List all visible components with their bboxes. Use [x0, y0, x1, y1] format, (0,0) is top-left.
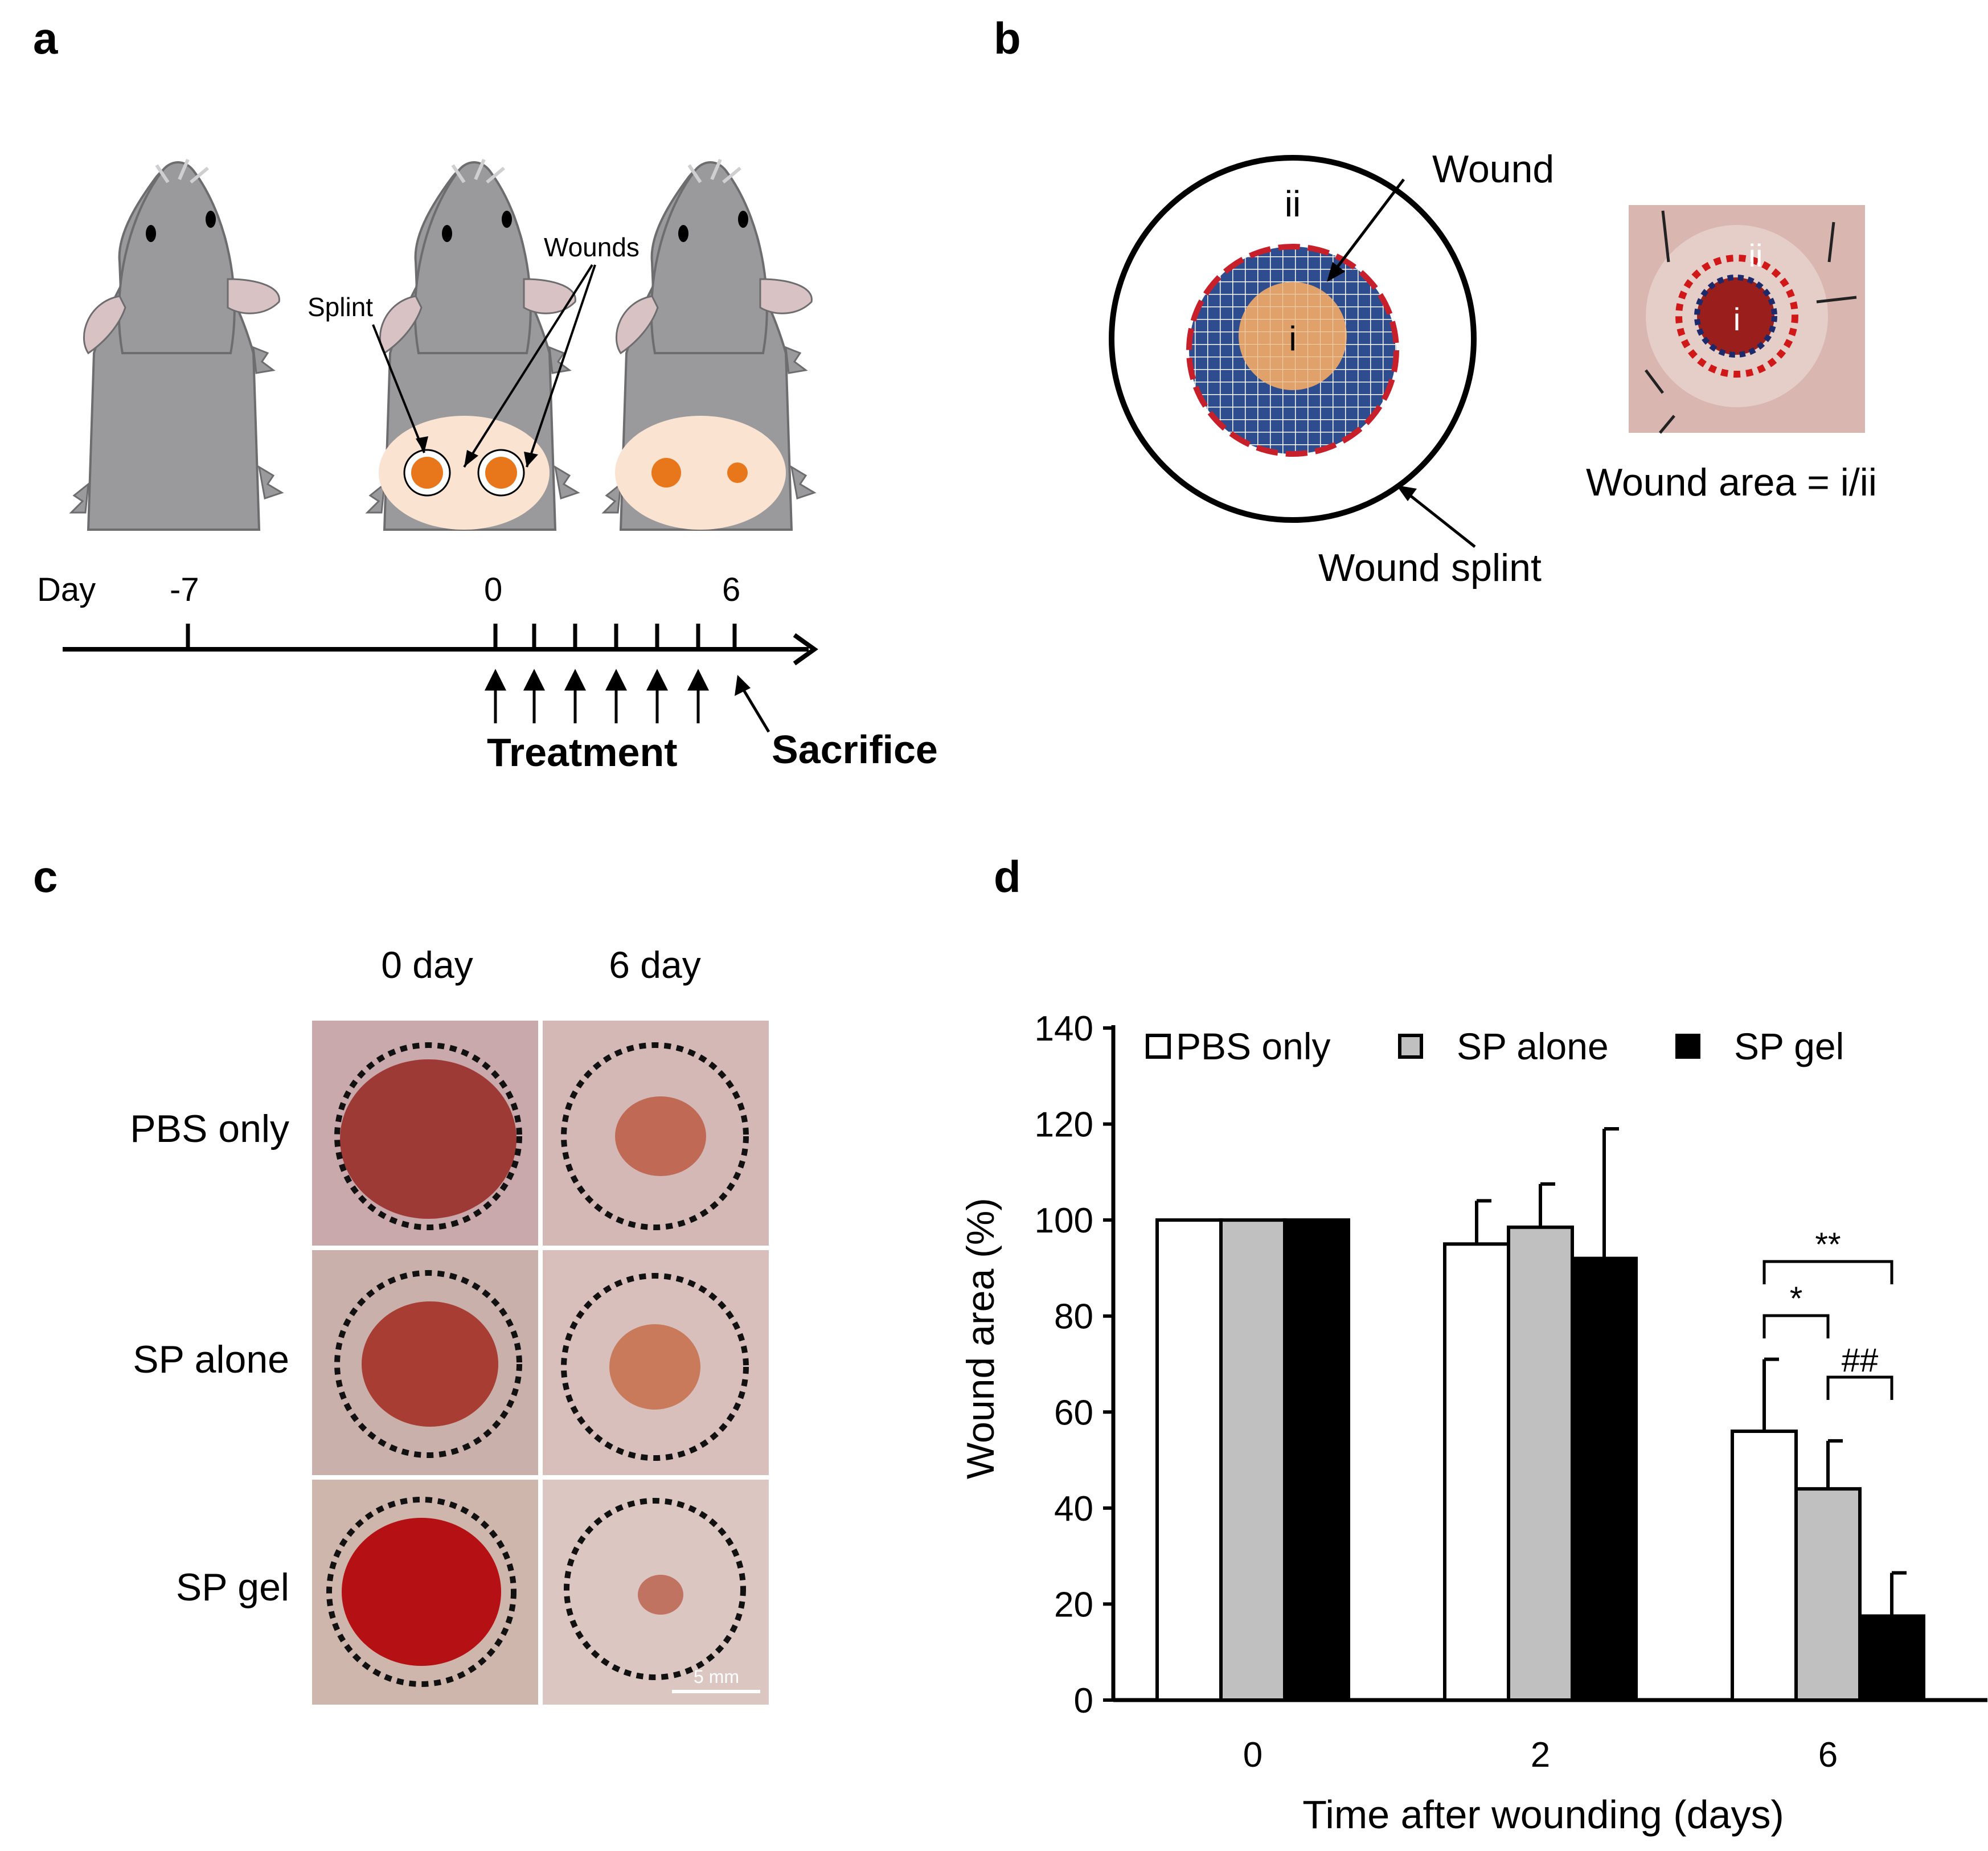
- chart-y-tick-label: 40: [1054, 1489, 1093, 1529]
- chart-y-tick-label: 100: [1035, 1201, 1093, 1240]
- chart-x-tick-label: 0: [1243, 1735, 1263, 1775]
- panel-c-figure: 0 day 6 day PBS only SP alone SP gel 5 m…: [130, 944, 769, 1705]
- wound-splint-label: Wound splint: [1318, 546, 1542, 589]
- legend-label: SP gel: [1734, 1025, 1844, 1067]
- panel-c-letter: c: [33, 851, 58, 902]
- legend-swatch: [1675, 1034, 1700, 1059]
- mouse-illustration-day6: [604, 159, 814, 530]
- panel-a-letter: a: [33, 13, 58, 63]
- panel-a-figure: Splint Wounds Day -7 0 6 Treatment Sacri…: [37, 0, 938, 775]
- photo-zone-i-label: i: [1733, 301, 1740, 337]
- chart-bar: [1794, 1487, 1862, 1702]
- wound-splint-arrow: [1396, 485, 1417, 501]
- row-label-sp-alone: SP alone: [133, 1338, 289, 1381]
- panel-d-letter: d: [994, 851, 1021, 902]
- chart-y-tick-label: 140: [1035, 1009, 1093, 1049]
- panel-b-letter: b: [994, 13, 1021, 63]
- zone-i-label: i: [1289, 320, 1296, 358]
- chart-bar: [1443, 1242, 1510, 1702]
- column-label-6-day: 6 day: [609, 944, 700, 986]
- significance-mark: ##: [1842, 1342, 1879, 1379]
- sacrifice-label: Sacrifice: [772, 727, 938, 772]
- legend-swatch: [1398, 1034, 1423, 1059]
- mouse-illustration-day0: [367, 159, 578, 530]
- treatment-label: Treatment: [487, 730, 678, 775]
- timeline-tick-minus7: -7: [170, 571, 199, 608]
- chart-bar: [1219, 1218, 1286, 1702]
- chart-bar: [1283, 1218, 1350, 1702]
- chart-bar: [1571, 1256, 1638, 1702]
- wounds-label: Wounds: [544, 232, 640, 262]
- chart-bar: [1155, 1218, 1223, 1702]
- chart-x-tick-label: 2: [1531, 1735, 1550, 1775]
- timeline-tick-6: 6: [722, 571, 740, 608]
- chart-y-tick-label: 120: [1035, 1105, 1093, 1145]
- row-label-pbs-only: PBS only: [130, 1107, 289, 1150]
- wound-photo-grid: [312, 1021, 769, 1705]
- treatment-arrows: [484, 669, 710, 723]
- chart-y-tick-label: 20: [1054, 1585, 1093, 1624]
- chart-y-tick-label: 80: [1054, 1297, 1093, 1337]
- wound-arrow: [1327, 262, 1345, 282]
- legend-label: PBS only: [1176, 1025, 1330, 1067]
- chart-x-tick-label: 6: [1818, 1735, 1838, 1775]
- sacrifice-arrow: [735, 675, 751, 696]
- significance-bracket: [1762, 1260, 1893, 1284]
- chart-bar: [1731, 1430, 1798, 1702]
- column-label-0-day: 0 day: [381, 944, 473, 986]
- significance-bracket: [1826, 1375, 1893, 1400]
- chart-y-axis-label: Wound area (%): [959, 1198, 1002, 1479]
- row-label-sp-gel: SP gel: [176, 1566, 289, 1609]
- legend-label: SP alone: [1457, 1025, 1609, 1067]
- wound-zone-i: [1239, 282, 1347, 390]
- scale-bar-label: 5 mm: [694, 1666, 739, 1687]
- wound-label: Wound: [1432, 148, 1554, 191]
- chart-y-tick-label: 0: [1074, 1681, 1093, 1721]
- photo-zone-ii-label: ii: [1749, 237, 1763, 273]
- timeline-day-label: Day: [37, 571, 96, 608]
- wound-area-formula: Wound area = i/ii: [1586, 461, 1877, 504]
- significance-mark: *: [1790, 1280, 1803, 1317]
- zone-ii-label: ii: [1285, 183, 1301, 224]
- splint-label: Splint: [308, 292, 373, 322]
- chart-bar: [1858, 1614, 1925, 1702]
- panel-b-figure: ii i Wound Wound splint ii i Wound area …: [1109, 148, 1877, 589]
- timeline-ticks: [186, 624, 737, 649]
- wound-photo: ii i: [1629, 205, 1865, 434]
- significance-mark: **: [1815, 1226, 1841, 1263]
- timeline-tick-0: 0: [484, 571, 502, 608]
- chart-x-axis-label: Time after wounding (days): [1302, 1792, 1784, 1837]
- chart-y-tick-label: 60: [1054, 1393, 1093, 1432]
- significance-bracket: [1762, 1314, 1830, 1338]
- legend-swatch: [1146, 1034, 1171, 1059]
- chart-bar: [1507, 1225, 1574, 1702]
